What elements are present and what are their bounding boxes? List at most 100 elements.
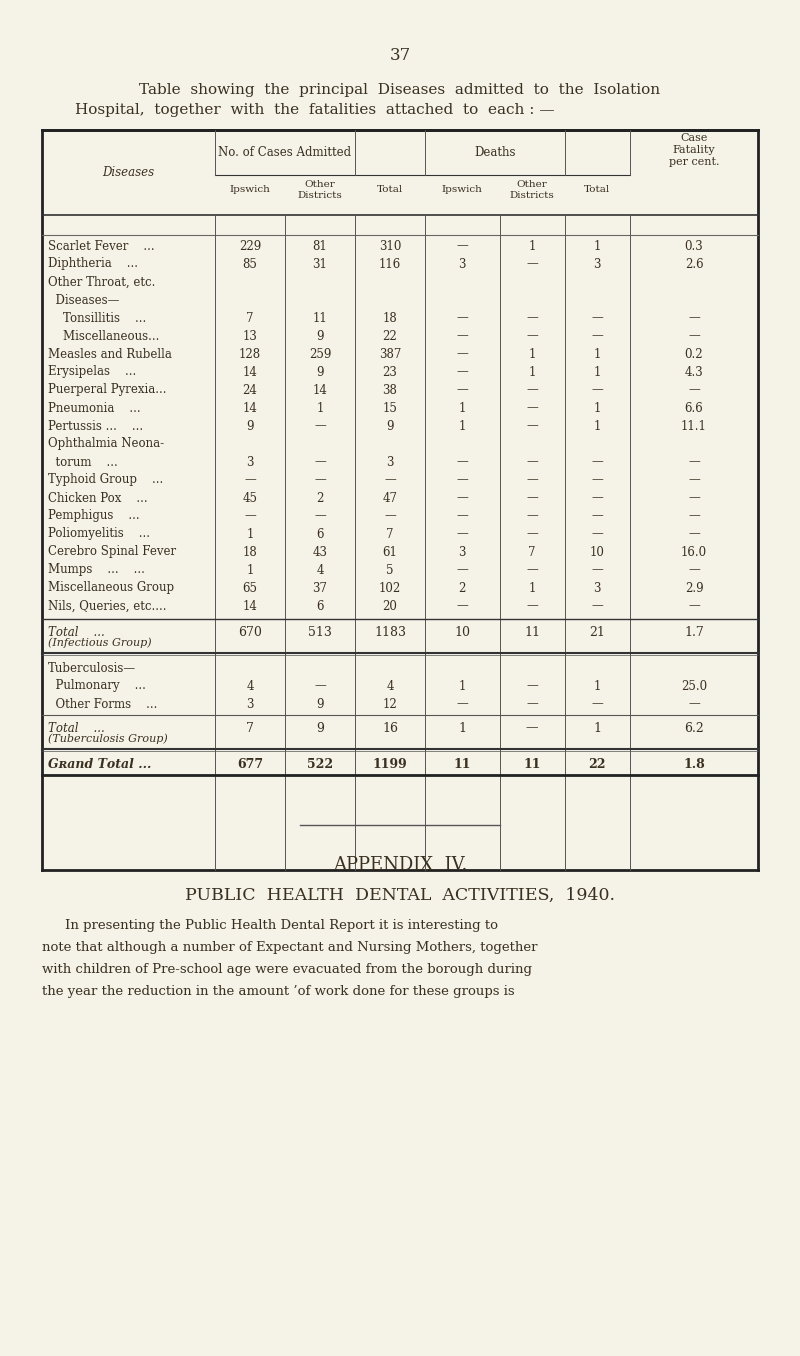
- Text: 31: 31: [313, 258, 327, 270]
- Text: Tᴏtal    ...: Tᴏtal ...: [48, 625, 105, 639]
- Text: —: —: [526, 510, 538, 522]
- Text: 3: 3: [458, 258, 466, 270]
- Text: 387: 387: [379, 347, 401, 361]
- Text: 1: 1: [246, 564, 254, 576]
- Text: 37: 37: [390, 46, 410, 64]
- Text: —: —: [456, 347, 468, 361]
- Text: 3: 3: [386, 456, 394, 469]
- Text: (Infectious Group): (Infectious Group): [48, 637, 152, 648]
- Text: Pulmonary    ...: Pulmonary ...: [48, 679, 146, 693]
- Text: 0.3: 0.3: [685, 240, 703, 252]
- Text: —: —: [526, 384, 538, 396]
- Text: Ipswich: Ipswich: [230, 186, 270, 194]
- Text: —: —: [526, 564, 538, 576]
- Text: —: —: [688, 527, 700, 541]
- Text: —: —: [456, 697, 468, 711]
- Text: 9: 9: [386, 419, 394, 433]
- Text: —: —: [456, 456, 468, 469]
- Text: 1: 1: [528, 347, 536, 361]
- Text: —: —: [688, 491, 700, 504]
- Text: Diphtheria    ...: Diphtheria ...: [48, 258, 138, 270]
- Text: APPENDIX  IV.: APPENDIX IV.: [333, 856, 467, 875]
- Text: 4: 4: [386, 679, 394, 693]
- Text: Puerperal Pyrexia...: Puerperal Pyrexia...: [48, 384, 166, 396]
- Text: 11: 11: [454, 758, 470, 770]
- Text: 1: 1: [528, 240, 536, 252]
- Text: 15: 15: [382, 401, 398, 415]
- Text: —: —: [526, 419, 538, 433]
- Text: 1.7: 1.7: [684, 625, 704, 639]
- Text: 2.9: 2.9: [685, 582, 703, 594]
- Text: torum    ...: torum ...: [48, 456, 118, 469]
- Text: 47: 47: [382, 491, 398, 504]
- Text: —: —: [456, 510, 468, 522]
- Text: 310: 310: [379, 240, 401, 252]
- Text: —: —: [526, 312, 538, 324]
- Text: —: —: [456, 384, 468, 396]
- Text: 677: 677: [237, 758, 263, 770]
- Text: 24: 24: [242, 384, 258, 396]
- Text: Scarlet Fever    ...: Scarlet Fever ...: [48, 240, 154, 252]
- Text: —: —: [456, 240, 468, 252]
- Text: 128: 128: [239, 347, 261, 361]
- Text: 1: 1: [594, 419, 601, 433]
- Text: —: —: [526, 258, 538, 270]
- Text: 11.1: 11.1: [681, 419, 707, 433]
- Text: Ophthalmia Neona-: Ophthalmia Neona-: [48, 438, 164, 450]
- Text: —: —: [526, 473, 538, 487]
- Text: 0.2: 0.2: [685, 347, 703, 361]
- Text: Tᴏtal    ...: Tᴏtal ...: [48, 721, 105, 735]
- Text: 14: 14: [242, 599, 258, 613]
- Text: 61: 61: [382, 545, 398, 559]
- Text: 22: 22: [382, 330, 398, 343]
- Text: Ipswich: Ipswich: [442, 186, 482, 194]
- Text: 14: 14: [313, 384, 327, 396]
- Text: 85: 85: [242, 258, 258, 270]
- Text: —: —: [456, 366, 468, 378]
- Text: 38: 38: [382, 384, 398, 396]
- Text: 9: 9: [316, 330, 324, 343]
- Text: 1: 1: [316, 401, 324, 415]
- Text: 259: 259: [309, 347, 331, 361]
- Text: 1: 1: [458, 401, 466, 415]
- Text: —: —: [688, 456, 700, 469]
- Text: Pneumonia    ...: Pneumonia ...: [48, 401, 141, 415]
- Text: —: —: [456, 312, 468, 324]
- Text: —: —: [314, 679, 326, 693]
- Text: with children of Pre-school age were evacuated from the borough during: with children of Pre-school age were eva…: [42, 963, 532, 975]
- Text: 513: 513: [308, 625, 332, 639]
- Text: Fatality: Fatality: [673, 145, 715, 155]
- Text: —: —: [384, 510, 396, 522]
- Text: 20: 20: [382, 599, 398, 613]
- Text: —: —: [526, 330, 538, 343]
- Text: —: —: [314, 510, 326, 522]
- Text: 4: 4: [246, 679, 254, 693]
- Text: 522: 522: [307, 758, 333, 770]
- Text: 2: 2: [316, 491, 324, 504]
- Text: —: —: [456, 564, 468, 576]
- Text: 16.0: 16.0: [681, 545, 707, 559]
- Text: Case: Case: [680, 133, 708, 142]
- Text: Mumps    ...    ...: Mumps ... ...: [48, 564, 145, 576]
- Text: 6.6: 6.6: [685, 401, 703, 415]
- Text: —: —: [456, 491, 468, 504]
- Text: Erysipelas    ...: Erysipelas ...: [48, 366, 136, 378]
- Text: 3: 3: [594, 258, 601, 270]
- Text: 9: 9: [316, 697, 324, 711]
- Text: 1: 1: [528, 366, 536, 378]
- Text: —: —: [526, 401, 538, 415]
- Text: 2: 2: [458, 582, 466, 594]
- Text: 1: 1: [528, 582, 536, 594]
- Text: 10: 10: [590, 545, 605, 559]
- Text: 3: 3: [458, 545, 466, 559]
- Text: —: —: [314, 456, 326, 469]
- Text: —: —: [591, 312, 603, 324]
- Text: 7: 7: [386, 527, 394, 541]
- Text: 10: 10: [454, 625, 470, 639]
- Text: —: —: [456, 330, 468, 343]
- Text: 1183: 1183: [374, 625, 406, 639]
- Text: —: —: [591, 599, 603, 613]
- Text: Pemphigus    ...: Pemphigus ...: [48, 510, 140, 522]
- Text: 7: 7: [246, 312, 254, 324]
- Text: —: —: [688, 564, 700, 576]
